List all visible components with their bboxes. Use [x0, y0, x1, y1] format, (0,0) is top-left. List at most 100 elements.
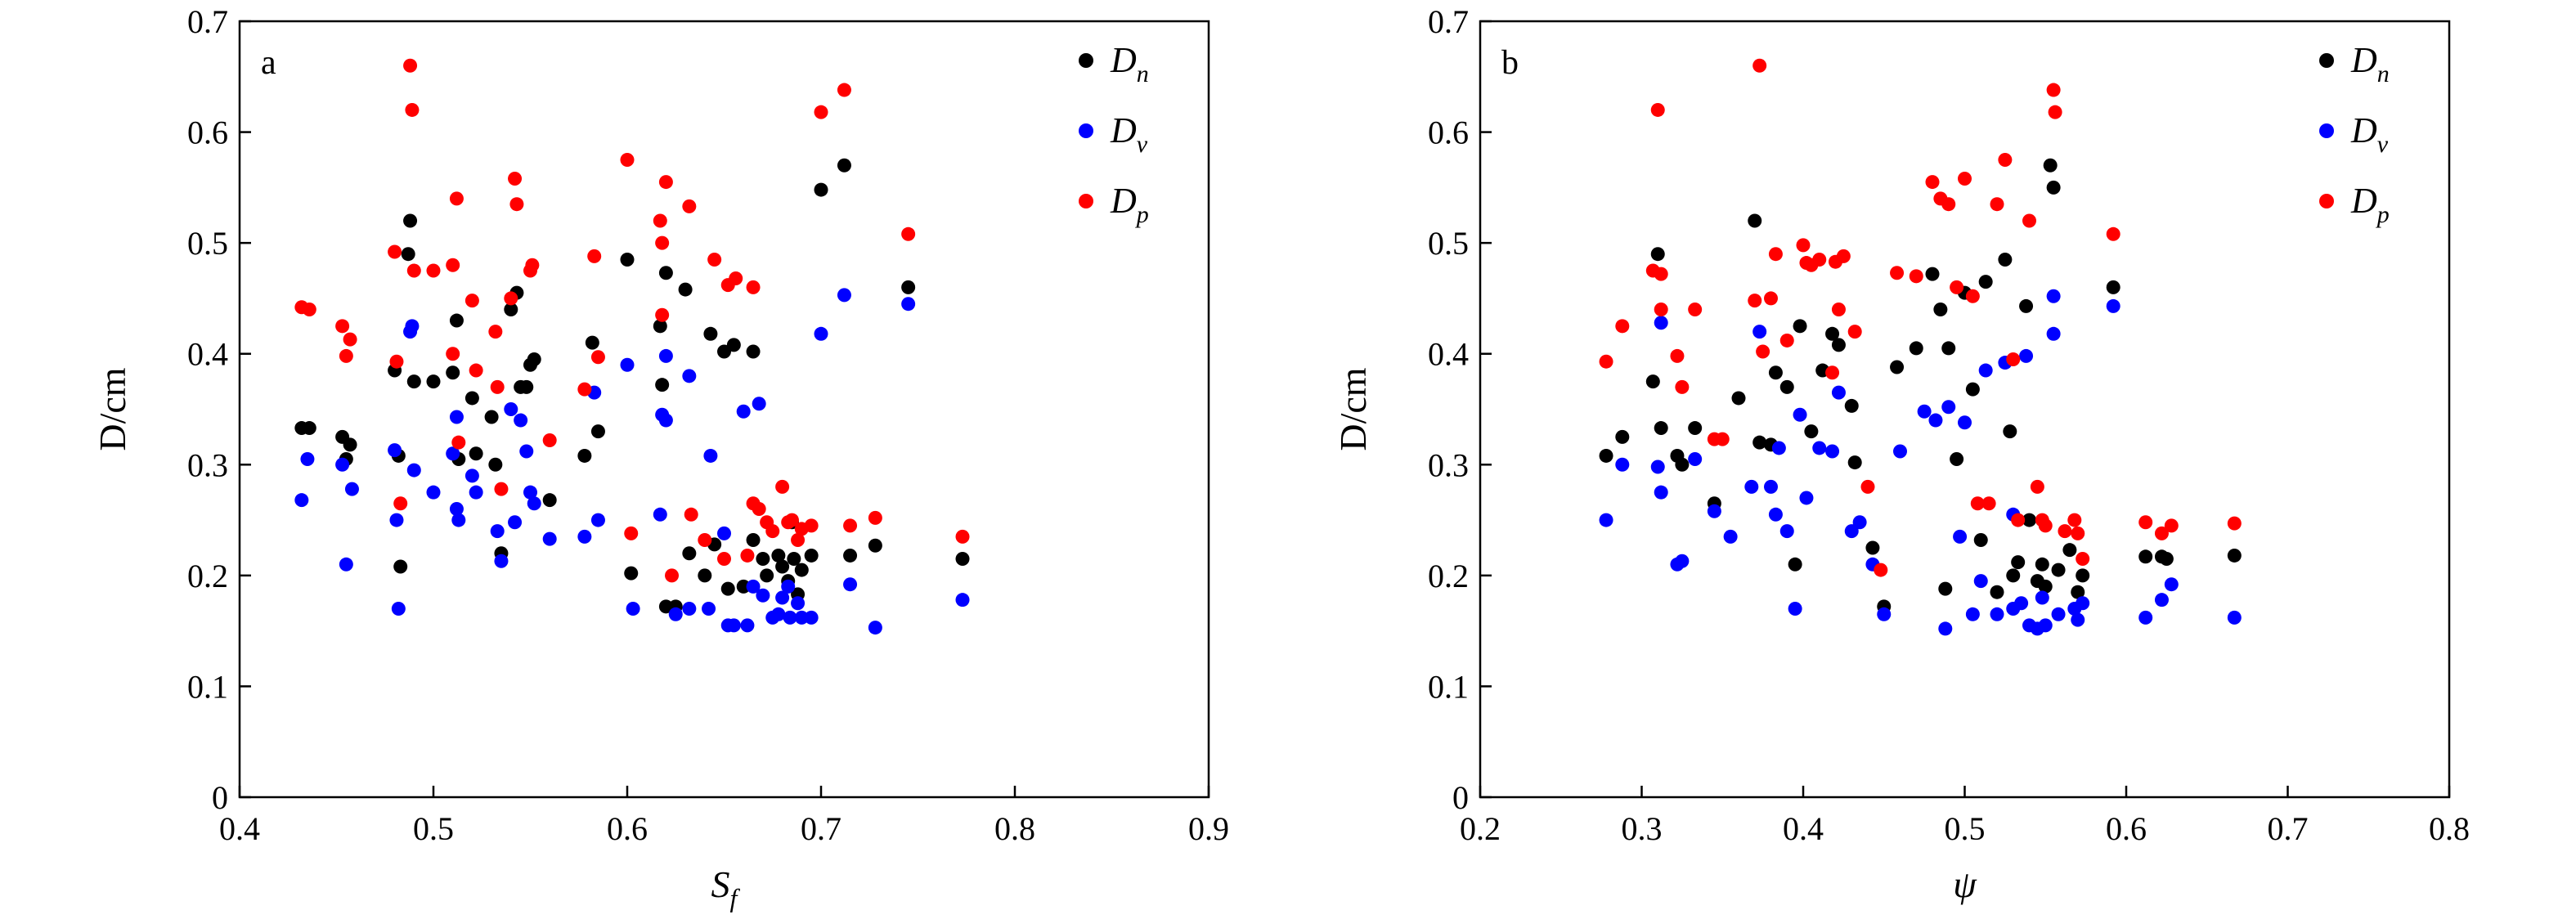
data-point [344, 482, 359, 496]
data-point [403, 213, 418, 228]
legend-marker [1079, 123, 1093, 138]
data-point [765, 524, 780, 539]
y-tick-label: 0.1 [1428, 668, 1469, 705]
data-point [783, 610, 797, 625]
y-tick-label: 0.4 [1428, 336, 1469, 373]
data-point [2006, 352, 2021, 366]
data-point [1825, 444, 1840, 459]
data-point [1715, 432, 1730, 446]
data-point [403, 58, 418, 73]
data-point [729, 271, 743, 286]
data-point [1764, 291, 1778, 306]
x-tick-label: 0.2 [1460, 810, 1501, 847]
data-point [655, 307, 670, 322]
data-point [1756, 344, 1770, 359]
data-point [707, 252, 722, 267]
legend-marker [2319, 53, 2334, 68]
data-point [1958, 415, 1972, 430]
data-point [484, 410, 499, 424]
data-point [1938, 621, 1953, 636]
data-point [2138, 549, 2153, 564]
data-point [585, 335, 599, 350]
data-point [2071, 585, 2085, 599]
data-point [446, 347, 460, 361]
data-point [504, 402, 518, 416]
data-point [1844, 524, 1859, 539]
data-point [1675, 379, 1690, 394]
y-tick-label: 0.7 [1428, 3, 1469, 40]
data-point [577, 448, 592, 463]
data-point [684, 507, 698, 522]
series-dv [294, 288, 970, 635]
data-point [426, 374, 441, 389]
data-point [1831, 302, 1846, 316]
data-point [335, 319, 350, 334]
data-point [508, 172, 523, 186]
y-axis-label: D/cm [92, 367, 133, 451]
data-point [1748, 213, 1762, 228]
data-point [389, 513, 404, 527]
data-point [490, 524, 505, 539]
data-point [726, 618, 741, 633]
data-point [682, 199, 697, 213]
data-point [514, 413, 528, 428]
data-point [302, 302, 316, 316]
data-point [1768, 507, 1783, 522]
data-point [527, 352, 541, 366]
data-point [781, 579, 796, 594]
y-tick-label: 0.2 [187, 558, 228, 594]
data-point [1917, 404, 1932, 419]
data-point [451, 513, 466, 527]
data-point [1998, 252, 2013, 267]
data-point [791, 596, 806, 611]
data-point [703, 448, 718, 463]
data-point [446, 365, 460, 380]
data-point [794, 563, 809, 577]
data-point [1973, 532, 1988, 547]
data-point [405, 102, 420, 117]
data-point [1860, 479, 1875, 494]
data-point [2022, 213, 2036, 228]
y-tick-label: 0.5 [187, 225, 228, 262]
data-point [494, 482, 509, 496]
data-point [2164, 577, 2179, 592]
y-tick-label: 0.3 [1428, 446, 1469, 483]
data-point [658, 599, 673, 614]
data-point [343, 437, 357, 452]
panel-label: a [261, 44, 276, 82]
data-point [1865, 540, 1880, 555]
data-point [339, 557, 353, 572]
x-tick-label: 0.9 [1188, 810, 1229, 847]
data-point [406, 263, 421, 278]
legend-marker [1079, 194, 1093, 208]
data-point [464, 468, 479, 483]
y-tick-label: 0.1 [187, 668, 228, 705]
legend-label-subscript: v [1137, 131, 1148, 158]
y-axis-label: D/cm [1332, 367, 1374, 451]
data-point [2106, 280, 2120, 294]
data-point [587, 249, 602, 263]
data-point [1615, 429, 1630, 444]
data-point [658, 348, 673, 363]
data-point [1688, 452, 1703, 467]
x-tick-label: 0.5 [413, 810, 454, 847]
data-point [1731, 391, 1746, 406]
data-point [1675, 554, 1690, 568]
data-point [868, 510, 882, 525]
data-point [804, 610, 819, 625]
data-point [525, 258, 540, 272]
data-point [668, 607, 683, 621]
data-point [406, 374, 421, 389]
data-point [1654, 485, 1668, 500]
data-point [508, 515, 523, 530]
data-point [1650, 102, 1665, 117]
data-point [653, 319, 667, 334]
x-tick-label: 0.7 [801, 810, 841, 847]
data-point [1825, 326, 1840, 341]
data-point [756, 552, 770, 567]
data-point [2019, 298, 2034, 313]
data-point [626, 602, 640, 616]
y-tick-label: 0.5 [1428, 225, 1469, 262]
x-tick-label: 0.6 [607, 810, 648, 847]
data-point [2106, 298, 2120, 313]
